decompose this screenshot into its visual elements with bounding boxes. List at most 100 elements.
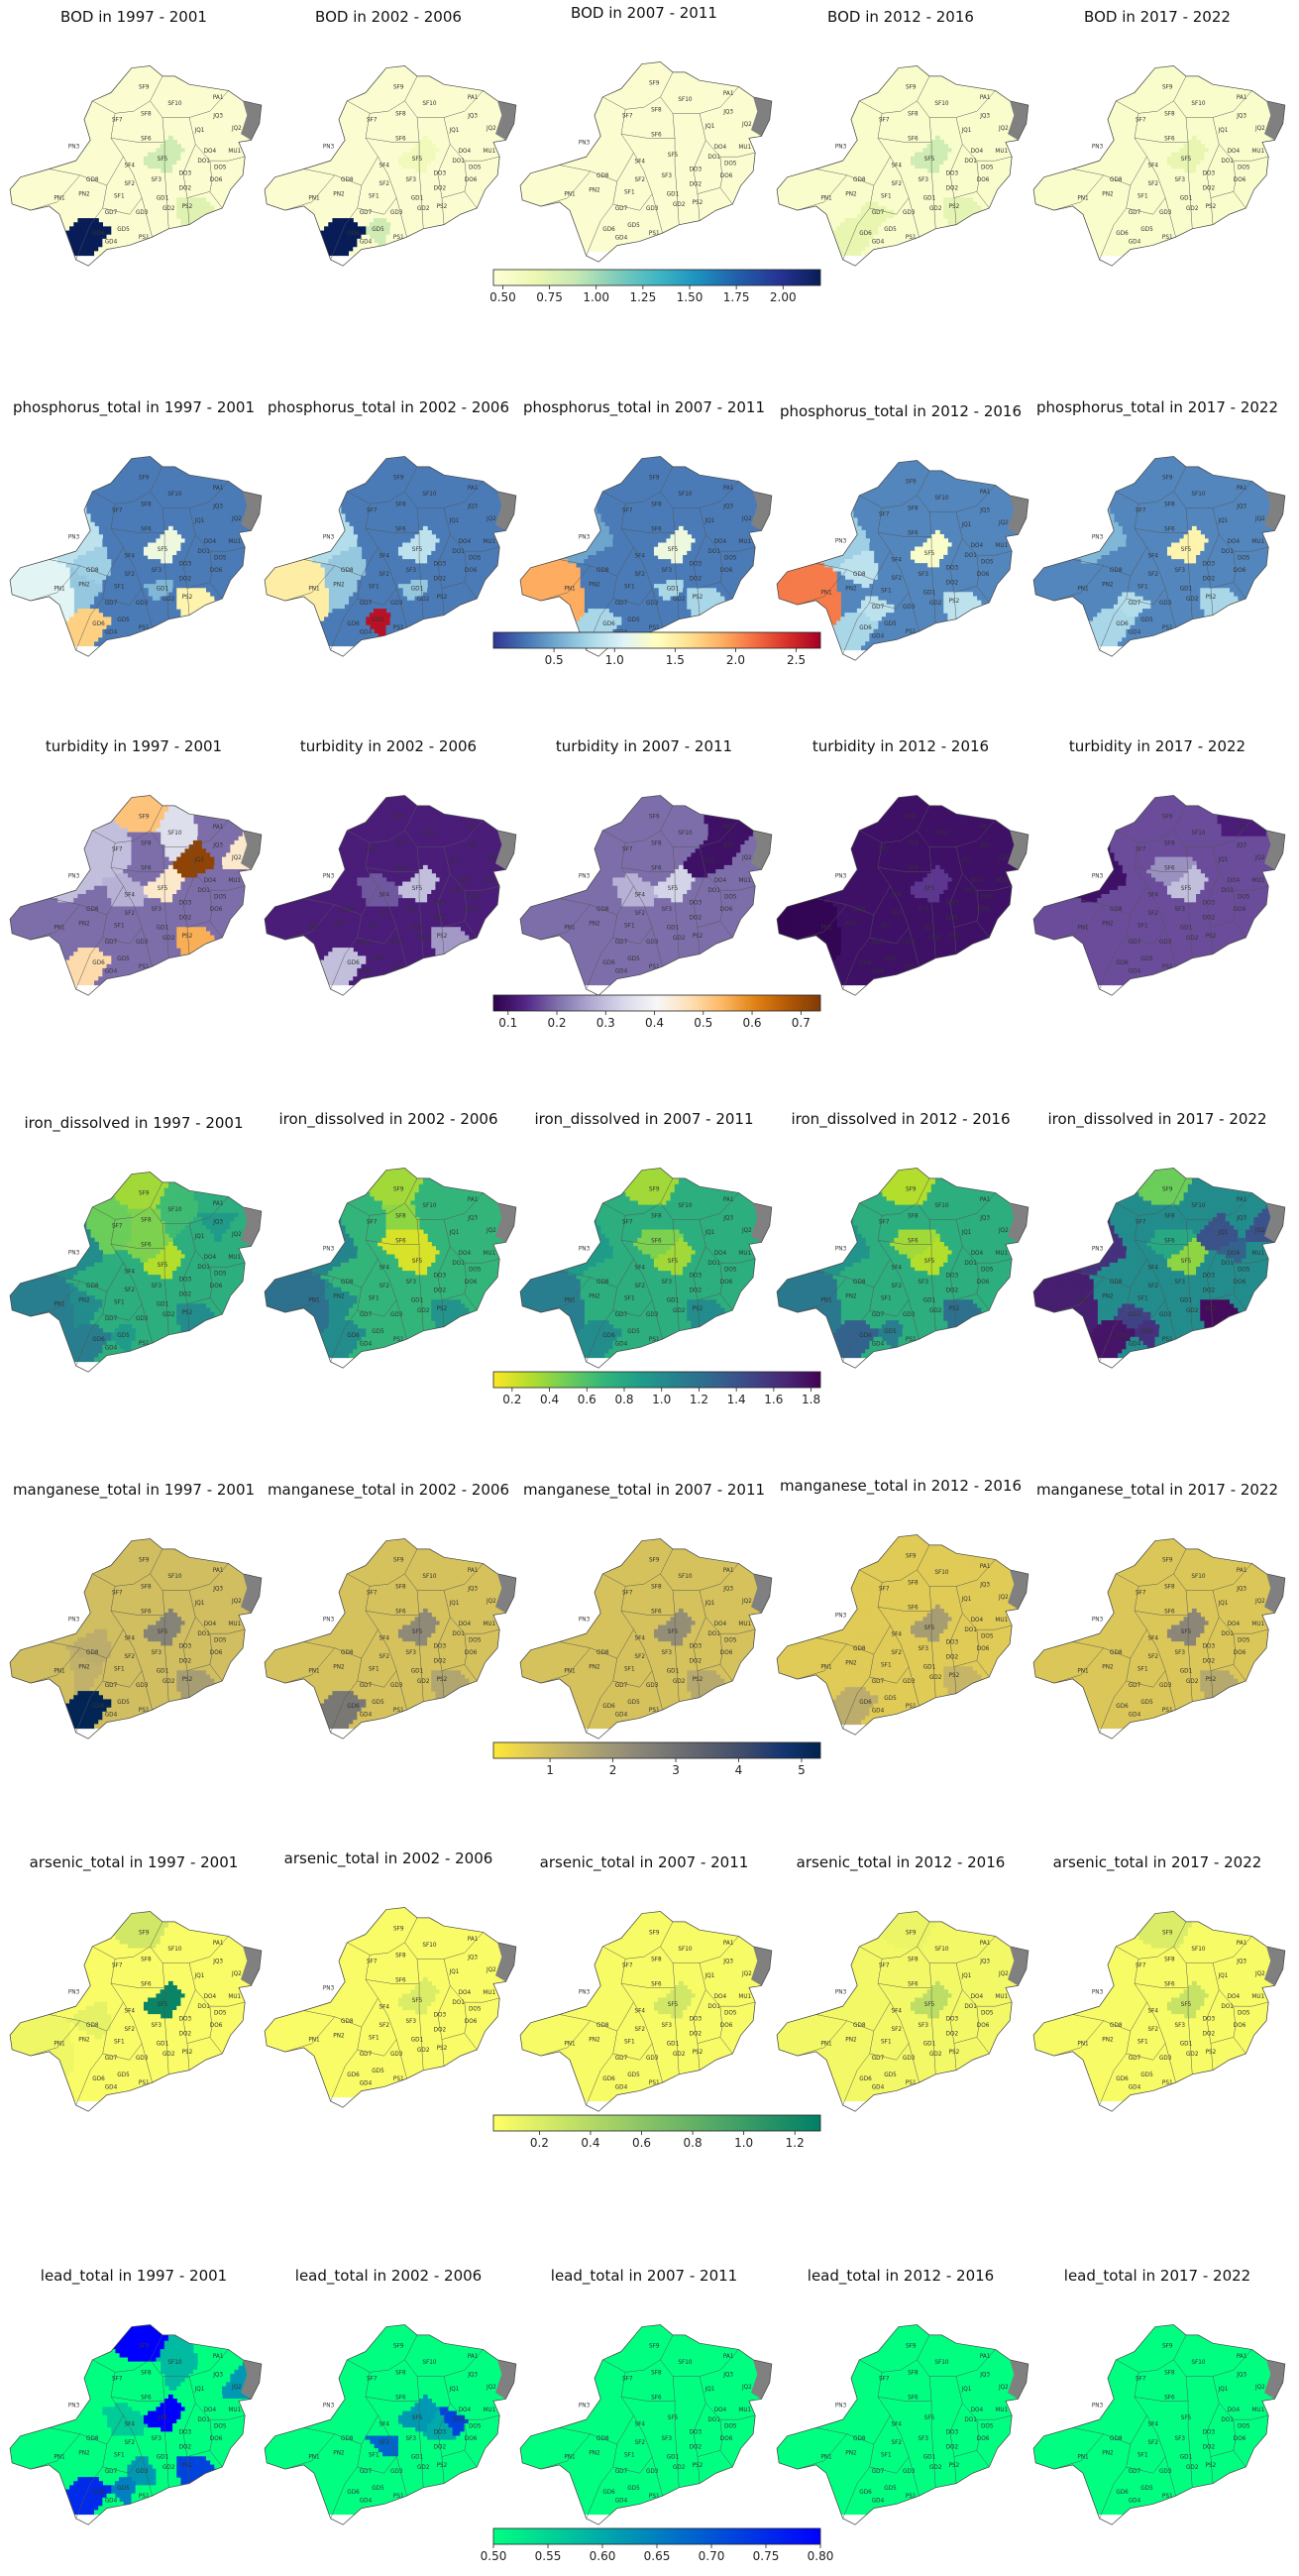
colorbar-gradient: [493, 2115, 820, 2131]
region-code-label: GD5: [884, 2072, 897, 2078]
region-code-label: GD7: [872, 2469, 885, 2475]
region-code-label: SF2: [1147, 572, 1158, 578]
region-code-label: MU1: [228, 1255, 241, 1261]
region-code-label: PS2: [949, 204, 960, 210]
region-code-label: GD1: [667, 2455, 680, 2461]
region-code-label: PN3: [323, 1247, 335, 1253]
region-code-label: GD3: [136, 1316, 149, 1322]
panel-title: arsenic_total in 2017 - 2022: [1028, 1853, 1287, 1871]
region-code-label: GD7: [360, 2052, 373, 2058]
region-code-label: SF9: [393, 1186, 404, 1192]
region-code-label: PN1: [564, 926, 576, 932]
colorbar-tick-label: 1.50: [677, 290, 704, 304]
region-code-label: SF7: [879, 512, 890, 518]
region-code-label: SF7: [112, 118, 123, 124]
region-code-label: SF4: [379, 1635, 389, 1641]
region-code-label: SF9: [906, 814, 917, 820]
region-code-label: GD4: [105, 2498, 118, 2504]
region-code-label: GD6: [347, 1704, 360, 1710]
region-code-label: SF3: [1174, 2023, 1185, 2029]
region-code-label: SF8: [908, 1213, 919, 1219]
region-code-label: GD2: [673, 1308, 686, 1314]
region-code-label: SF5: [1181, 2002, 1192, 2008]
region-code-label: PA1: [980, 95, 991, 101]
region-code-label: GD6: [602, 621, 615, 627]
region-code-label: DO3: [690, 2017, 703, 2023]
region-code-label: DO6: [1234, 568, 1246, 574]
region-code-label: GD2: [929, 601, 942, 607]
region-code-label: DO6: [210, 907, 223, 913]
region-code-label: SF1: [1137, 194, 1148, 200]
region-code-label: SF9: [139, 2343, 150, 2349]
region-code-label: GD7: [615, 1683, 628, 1689]
region-ps1-fill: [895, 1696, 952, 1725]
region-code-label: SF1: [1137, 924, 1148, 930]
region-code-label: DO4: [714, 2408, 727, 2413]
region-code-label: SF2: [124, 181, 135, 187]
region-code-label: DO2: [690, 181, 703, 187]
region-code-label: GD6: [859, 2490, 872, 2496]
region-code-label: GD7: [105, 210, 118, 216]
region-code-label: GD5: [117, 956, 130, 962]
panel-title: BOD in 2002 - 2006: [259, 8, 518, 26]
region-code-label: SF9: [906, 1930, 917, 1936]
region-code-label: SF5: [412, 886, 423, 892]
region-code-label: PS1: [649, 625, 660, 631]
region-code-label: PN3: [323, 874, 335, 880]
region-code-label: SF6: [395, 2395, 406, 2401]
region-code-label: SF4: [634, 553, 645, 559]
region-pa1-fill: [189, 791, 264, 837]
region-code-label: JQ2: [231, 1232, 242, 1238]
region-code-label: GD1: [1180, 1669, 1193, 1675]
region-code-label: GD4: [872, 2498, 885, 2504]
region-code-label: MU1: [1251, 1251, 1264, 1257]
region-code-label: PN1: [820, 2042, 832, 2048]
region-code-label: DO5: [469, 555, 482, 561]
region-code-label: GD8: [341, 177, 354, 183]
region-code-label: SF1: [114, 924, 125, 930]
region-ps1-fill: [895, 1329, 952, 1358]
region-code-label: SF1: [369, 1296, 379, 1302]
region-code-label: GD3: [903, 940, 916, 946]
arsenic-total-colorbar: 0.2 0.4 0.6 0.8 1.0 1.2: [493, 2115, 820, 2153]
region-code-label: SF4: [891, 2008, 902, 2014]
region-code-label: DO4: [714, 878, 727, 884]
region-code-label: SF7: [112, 1224, 123, 1230]
region-code-label: PS2: [693, 2463, 704, 2469]
region-code-label: GD5: [627, 2072, 640, 2078]
region-code-label: GD7: [615, 940, 628, 946]
region-code-label: GD5: [627, 1700, 640, 1706]
region-code-label: SF4: [379, 892, 389, 898]
region-code-label: PS2: [182, 2050, 193, 2056]
colorbar-tick-label: 1.0: [605, 653, 624, 667]
region-code-label: DO2: [179, 1291, 192, 1297]
region-code-label: DO5: [469, 2423, 482, 2429]
choropleth-map: SF9PA1SF10JQ3JQ2SF7SF8JQ1MU1SF6DO4PN3SF4…: [259, 1507, 518, 1744]
region-code-label: SF3: [151, 2436, 162, 2442]
region-code-label: PS1: [393, 2076, 404, 2082]
region-code-label: JQ3: [1236, 504, 1246, 509]
region-code-label: GD4: [872, 239, 885, 245]
region-code-label: SF2: [891, 576, 902, 582]
colorbar-tick-label: 0.75: [536, 290, 563, 304]
region-code-label: PN1: [308, 926, 320, 932]
choropleth-map: SF9PA1SF10JQ3JQ2SF7SF8JQ1MU1SF6DO4PN3SF4…: [1028, 763, 1287, 1001]
region-pa1-fill: [189, 1168, 264, 1213]
region-code-label: PS1: [906, 629, 917, 635]
region-code-label: JQ2: [998, 520, 1009, 526]
choropleth-map: SF9PA1SF10JQ3JQ2SF7SF8JQ1MU1SF6DO4PN3SF4…: [4, 1507, 264, 1744]
region-code-label: JQ3: [722, 842, 733, 848]
choropleth-map: SF9PA1SF10JQ3JQ2SF7SF8JQ1MU1SF6DO4PN3SF4…: [259, 763, 518, 1001]
region-code-label: GD7: [615, 601, 628, 607]
region-code-label: GD2: [162, 1679, 175, 1685]
region-code-label: SF5: [1181, 157, 1192, 163]
region-code-label: DO6: [465, 2436, 478, 2442]
region-code-label: JQ2: [1254, 1599, 1265, 1605]
region-code-label: SF10: [934, 101, 949, 107]
region-code-label: GD4: [105, 1345, 118, 1351]
region-code-label: SF6: [651, 865, 662, 871]
region-code-label: GD8: [853, 2023, 866, 2029]
region-code-label: DO2: [946, 1654, 959, 1660]
region-code-label: SF2: [379, 1284, 389, 1289]
region-code-label: PA1: [980, 490, 991, 496]
